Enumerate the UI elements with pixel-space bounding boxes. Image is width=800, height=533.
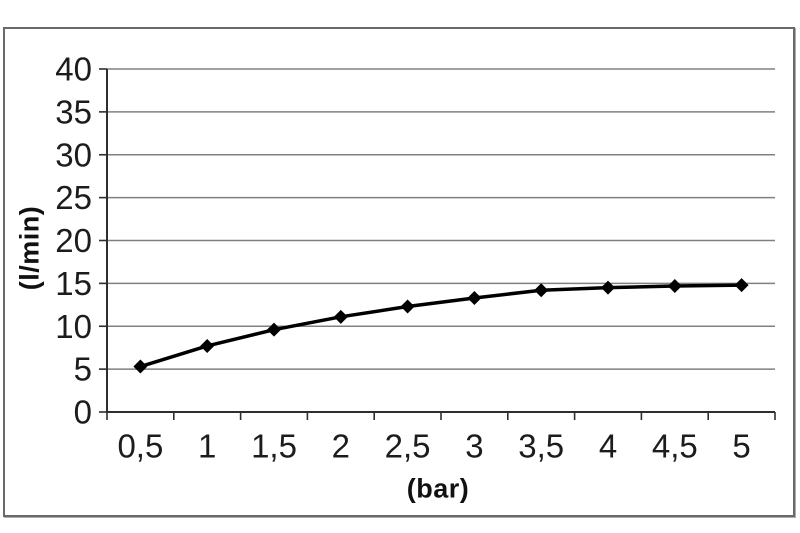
x-tick-label: 5 (732, 428, 750, 465)
y-tick-label: 35 (55, 93, 92, 130)
data-point-marker (133, 359, 148, 374)
series-line (138, 283, 744, 369)
y-tick-label: 25 (55, 179, 92, 216)
x-tick-label: 4 (599, 428, 617, 465)
data-point-marker (534, 283, 549, 298)
y-tick-label: 30 (55, 136, 92, 173)
data-point-marker (667, 278, 682, 293)
y-tick-label: 20 (55, 222, 92, 259)
data-point-marker (467, 290, 482, 305)
y-axis-title: (l/min) (14, 205, 45, 291)
data-point-marker (200, 338, 215, 353)
x-tick-label: 2 (332, 428, 350, 465)
data-point-marker (267, 322, 281, 337)
x-tick-label: 1 (198, 428, 216, 465)
x-tick-label: 2,5 (385, 428, 431, 465)
y-tick-label: 0 (74, 394, 92, 431)
data-point-marker (400, 299, 415, 314)
data-point-marker (734, 278, 749, 293)
y-tick-label: 40 (55, 51, 92, 88)
data-point-marker (601, 280, 615, 295)
x-tick-label: 0,5 (117, 428, 163, 465)
x-tick-label: 3,5 (518, 428, 564, 465)
x-tick-label: 1,5 (251, 428, 297, 465)
x-tick-label: 4,5 (652, 428, 698, 465)
chart-frame (3, 27, 795, 517)
y-tick-label: 10 (55, 308, 92, 345)
data-point-marker (333, 309, 348, 324)
x-axis-title: (bar) (406, 473, 470, 504)
x-tick-label: 3 (465, 428, 483, 465)
y-tick-label: 5 (74, 351, 92, 388)
y-tick-label: 15 (55, 265, 92, 302)
